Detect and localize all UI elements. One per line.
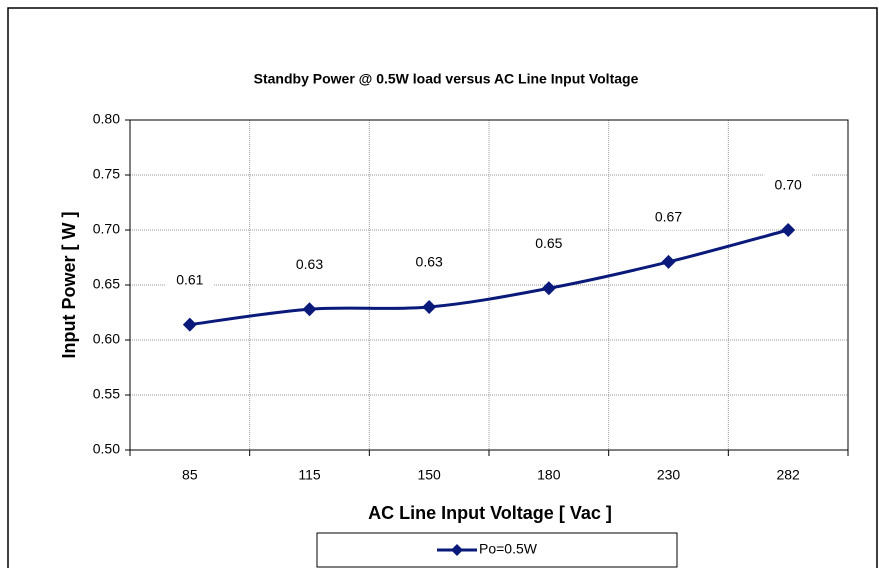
y-tick-label: 0.75 xyxy=(93,166,120,182)
data-point xyxy=(541,281,556,296)
x-tick-label: 115 xyxy=(298,467,321,483)
plot-area xyxy=(129,119,849,451)
data-label: 0.67 xyxy=(655,209,682,225)
data-point xyxy=(781,223,796,237)
data-label-bg xyxy=(644,205,693,230)
y-tick-label: 0.50 xyxy=(93,441,120,457)
series-line xyxy=(189,228,789,327)
x-tick-label: 180 xyxy=(537,467,561,483)
data-point xyxy=(661,254,676,269)
x-axis-title: AC Line Input Voltage [ Vac ] xyxy=(368,503,612,523)
data-label: 0.70 xyxy=(775,177,802,193)
data-label-bg xyxy=(165,268,214,293)
data-label: 0.61 xyxy=(176,271,203,287)
chart-frame xyxy=(7,7,878,568)
chart-title: Standby Power @ 0.5W load versus AC Line… xyxy=(254,71,639,87)
data-label: 0.65 xyxy=(535,235,562,251)
data-label-bg xyxy=(764,174,813,198)
y-tick-label: 0.55 xyxy=(93,386,120,402)
data-label: 0.63 xyxy=(416,254,443,270)
x-tick-label: 230 xyxy=(657,467,681,483)
legend-marker xyxy=(451,544,463,556)
x-tick-label: 85 xyxy=(182,467,198,483)
data-point xyxy=(302,302,317,317)
y-tick-label: 0.65 xyxy=(93,276,120,292)
x-tick-label: 150 xyxy=(417,467,441,483)
data-point xyxy=(422,300,437,314)
y-tick-label: 0.80 xyxy=(93,111,120,127)
data-label-bg xyxy=(524,232,573,257)
data-label-bg xyxy=(405,251,454,275)
data-label: 0.63 xyxy=(296,256,323,272)
y-axis-title: Input Power [ W ] xyxy=(59,212,79,359)
y-tick-label: 0.60 xyxy=(93,331,120,347)
data-label-bg xyxy=(285,253,334,278)
y-tick-label: 0.70 xyxy=(93,221,120,237)
legend-label: Po=0.5W xyxy=(479,541,538,557)
x-tick-label: 282 xyxy=(776,467,800,483)
legend xyxy=(316,532,678,568)
data-point xyxy=(182,317,197,332)
